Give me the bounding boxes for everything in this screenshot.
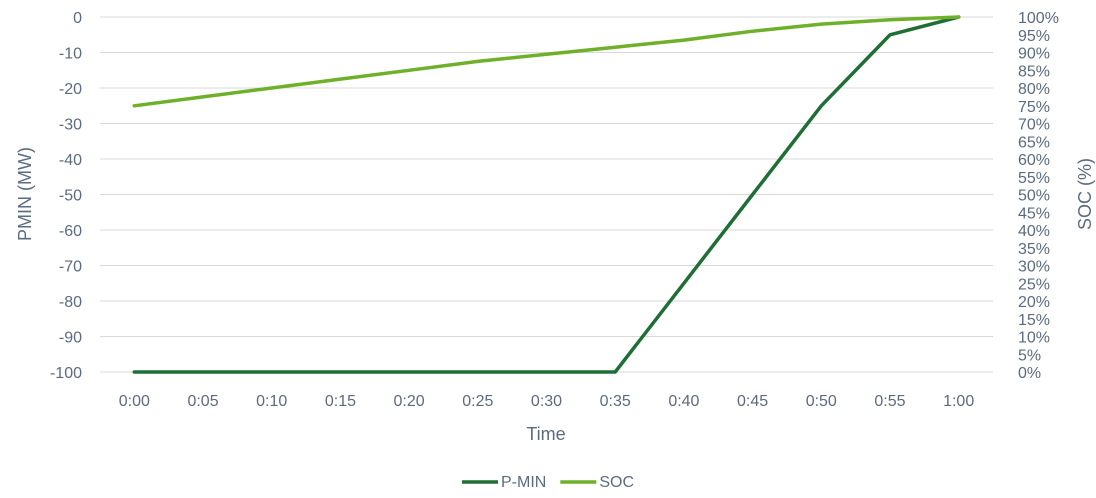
y2-tick-label: 15% — [1018, 312, 1050, 329]
x-tick-label: 0:55 — [874, 393, 905, 410]
y-tick-label: -100 — [50, 365, 82, 382]
x-tick-label: 0:35 — [600, 393, 631, 410]
x-tick-label: 0:50 — [806, 393, 837, 410]
series-lines — [132, 15, 961, 374]
legend-label: P-MIN — [501, 474, 546, 491]
y2-tick-label: 100% — [1018, 10, 1059, 27]
x-tick-label: 0:05 — [187, 393, 218, 410]
y2-tick-label: 65% — [1018, 134, 1050, 151]
y-tick-label: -60 — [59, 223, 82, 240]
x-tick-label: 0:40 — [668, 393, 699, 410]
x-tick-label: 0:00 — [119, 393, 150, 410]
x-axis-ticks: 0:00 0:05 0:10 0:15 0:20 0:25 0:30 0:35 0:40 0:45… — [119, 393, 975, 410]
x-axis-title: Time — [526, 424, 565, 444]
y2-tick-label: 80% — [1018, 81, 1050, 98]
legend-label: SOC — [599, 474, 634, 491]
y2-tick-label: 5% — [1018, 347, 1041, 364]
gridlines — [100, 16, 993, 373]
y-tick-label: -50 — [59, 188, 82, 205]
y2-tick-label: 30% — [1018, 259, 1050, 276]
y2-axis-title: SOC (%) — [1075, 158, 1095, 230]
y-tick-label: -90 — [59, 330, 82, 347]
y2-tick-label: 40% — [1018, 223, 1050, 240]
y2-tick-label: 20% — [1018, 294, 1050, 311]
y2-tick-label: 50% — [1018, 188, 1050, 205]
y2-tick-label: 45% — [1018, 205, 1050, 222]
y2-tick-label: 70% — [1018, 117, 1050, 134]
y2-tick-label: 60% — [1018, 152, 1050, 169]
y2-tick-label: 90% — [1018, 46, 1050, 63]
y2-tick-label: 10% — [1018, 330, 1050, 347]
x-tick-label: 0:25 — [462, 393, 493, 410]
y-axis-title: PMIN (MW) — [15, 147, 35, 241]
legend: P-MIN SOC — [462, 474, 634, 491]
x-tick-label: 0:15 — [325, 393, 356, 410]
left-axis-ticks: 0 -10 -20 -30 -40 -50 -60 -70 -80 -90 -100 — [50, 10, 82, 382]
y2-tick-label: 95% — [1018, 28, 1050, 45]
x-tick-label: 0:20 — [394, 393, 425, 410]
x-tick-label: 0:45 — [737, 393, 768, 410]
y-tick-label: -30 — [59, 117, 82, 134]
y-tick-label: 0 — [73, 10, 82, 27]
y-tick-label: -80 — [59, 294, 82, 311]
y-tick-label: -70 — [59, 259, 82, 276]
right-axis-ticks: 100%95%90%85%80%75%70%65%60%55%50%45%40%… — [1018, 10, 1059, 382]
y2-tick-label: 55% — [1018, 170, 1050, 187]
y-tick-label: -40 — [59, 152, 82, 169]
x-tick-label: 1:00 — [943, 393, 974, 410]
y-tick-label: -10 — [59, 46, 82, 63]
series-line-p-min — [132, 15, 961, 374]
y-tick-label: -20 — [59, 81, 82, 98]
y2-tick-label: 35% — [1018, 241, 1050, 258]
y2-tick-label: 25% — [1018, 276, 1050, 293]
x-tick-label: 0:10 — [256, 393, 287, 410]
y2-tick-label: 0% — [1018, 365, 1041, 382]
series-line-soc — [132, 15, 961, 108]
y2-tick-label: 75% — [1018, 99, 1050, 116]
x-tick-label: 0:30 — [531, 393, 562, 410]
y2-tick-label: 85% — [1018, 63, 1050, 80]
